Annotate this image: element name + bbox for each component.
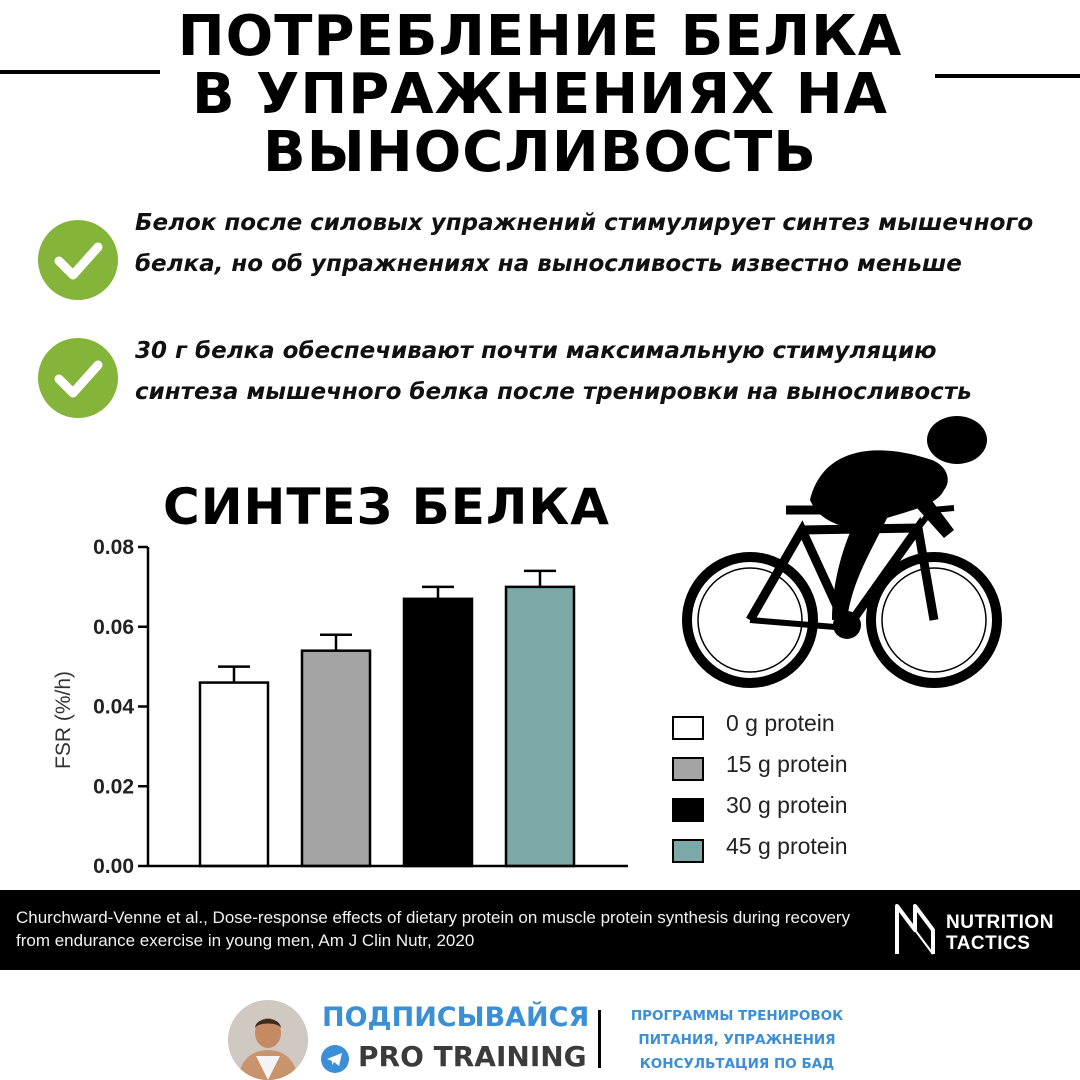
page-title: ПОТРЕБЛЕНИЕ БЕЛКА В УПРАЖНЕНИЯХ НА ВЫНОС… bbox=[0, 8, 1080, 182]
citation-bar: Churchward-Venne et al., Dose-response e… bbox=[0, 890, 1080, 970]
error-bar bbox=[524, 569, 556, 587]
check-circle-icon bbox=[38, 220, 118, 300]
y-tick-label: 0.02 bbox=[93, 775, 134, 798]
legend-label: 15 g protein bbox=[726, 751, 848, 777]
cyclist-silhouette-icon bbox=[682, 416, 1002, 688]
title-line-1: ПОТРЕБЛЕНИЕ БЕЛКА bbox=[177, 4, 903, 69]
y-tick-label: 0.08 bbox=[93, 536, 134, 559]
avatar bbox=[228, 1000, 308, 1080]
legend-swatch bbox=[672, 839, 704, 863]
error-bar bbox=[218, 665, 250, 683]
title-line-2: В УПРАЖНЕНИЯХ НА bbox=[191, 62, 888, 127]
bar bbox=[402, 597, 474, 868]
footer-divider bbox=[598, 1010, 601, 1068]
bar bbox=[198, 681, 270, 868]
title-rule-left bbox=[0, 70, 160, 74]
y-tick-label: 0.06 bbox=[93, 616, 134, 639]
brand-name: NUTRITION TACTICS bbox=[946, 912, 1054, 954]
title-rule-right bbox=[935, 74, 1080, 78]
services-line-3: КОНСУЛЬТАЦИЯ ПО БАД bbox=[639, 1056, 835, 1072]
citation-text: Churchward-Venne et al., Dose-response e… bbox=[16, 908, 851, 950]
check-circle-icon bbox=[38, 338, 118, 418]
error-bar bbox=[320, 633, 352, 651]
services-list: ПРОГРАММЫ ТРЕНИРОВОК ПИТАНИЯ, УПРАЖНЕНИЯ… bbox=[612, 1004, 862, 1076]
brand-line-2: TACTICS bbox=[946, 933, 1031, 954]
legend-swatch bbox=[672, 798, 704, 822]
subscribe-label[interactable]: ПОДПИСЫВАЙСЯ bbox=[322, 1002, 590, 1033]
title-line-3: ВЫНОСЛИВОСТЬ bbox=[263, 120, 817, 185]
telegram-icon[interactable] bbox=[320, 1044, 350, 1074]
legend-label: 45 g protein bbox=[726, 833, 848, 859]
y-tick-label: 0.04 bbox=[93, 696, 134, 719]
services-line-2: ПИТАНИЯ, УПРАЖНЕНИЯ bbox=[638, 1032, 836, 1048]
error-bar bbox=[422, 585, 454, 599]
services-line-1: ПРОГРАММЫ ТРЕНИРОВОК bbox=[630, 1008, 844, 1024]
channel-name[interactable]: PRO TRAINING bbox=[358, 1040, 587, 1073]
legend-label: 30 g protein bbox=[726, 792, 848, 818]
y-tick-label: 0.00 bbox=[93, 855, 134, 878]
bullet-text-1: Белок после силовых упражнений стимулиру… bbox=[135, 210, 1034, 277]
y-axis-label: FSR (%/h) bbox=[52, 671, 75, 769]
bullet-text-2: 30 г белка обеспечивают почти максимальн… bbox=[135, 338, 972, 405]
bar-chart: FSR (%/h) 0.00 0.02 0.04 0.06 0.08 bbox=[52, 536, 628, 878]
bar bbox=[300, 649, 372, 868]
legend-label: 0 g protein bbox=[726, 710, 835, 736]
chart-title: СИНТЕЗ БЕЛКА bbox=[163, 478, 610, 536]
nutrition-tactics-logo-icon bbox=[895, 904, 935, 955]
legend-swatch bbox=[672, 716, 704, 740]
bar bbox=[504, 585, 576, 868]
brand-line-1: NUTRITION bbox=[946, 912, 1054, 933]
legend-swatch bbox=[672, 757, 704, 781]
